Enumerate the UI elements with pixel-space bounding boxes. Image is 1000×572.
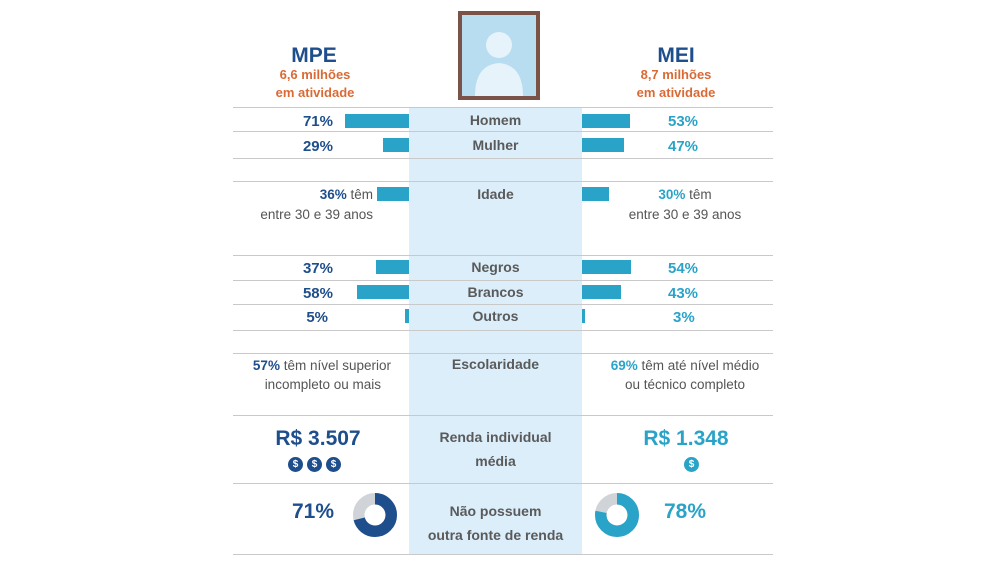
mpe-donut-track [353, 493, 397, 537]
divider [233, 131, 773, 132]
mei-mulher-pct: 47% [668, 138, 699, 155]
label-escolaridade: Escolaridade [451, 356, 540, 372]
mei-idade-line1: 30% têm [620, 188, 750, 202]
mpe-fonte-pct: 71% [291, 500, 335, 523]
label-mulher: Mulher [472, 137, 519, 153]
mei-donut-value [595, 493, 639, 537]
mei-subtitle-line2: em atividade [636, 85, 716, 100]
mpe-idade-pct: 36% [319, 187, 347, 202]
divider [233, 415, 773, 416]
mpe-title: MPE [291, 44, 337, 67]
divider [233, 255, 773, 256]
mpe-bar-homem [345, 114, 409, 128]
mpe-escolaridade-line2: incompleto ou mais [264, 377, 381, 392]
mei-bar-outros [582, 309, 585, 323]
divider [233, 483, 773, 484]
label-idade: Idade [477, 186, 514, 202]
mpe-homem-pct: 71% [302, 113, 333, 130]
mei-bar-homem [582, 114, 630, 128]
mei-fonte-pct: 78% [663, 500, 707, 523]
mpe-escolaridade-suffix: têm nível superior [279, 358, 391, 373]
mpe-negros-pct: 37% [302, 260, 333, 277]
mei-bar-brancos [582, 285, 621, 299]
mpe-outros-pct: 5% [306, 309, 328, 326]
label-negros: Negros [471, 259, 520, 275]
mei-dollar-coin-icon: $ [684, 457, 699, 472]
divider [233, 330, 773, 331]
mpe-brancos-pct: 58% [302, 285, 333, 302]
mpe-bar-idade [376, 187, 409, 201]
divider [233, 554, 773, 555]
mpe-subtitle-line1: 6,6 milhões [279, 67, 351, 82]
divider [233, 304, 773, 305]
mei-idade-line2: entre 30 e 39 anos [628, 207, 742, 222]
mpe-bar-brancos [356, 285, 409, 299]
mei-renda-value: R$ 1.348 [643, 427, 729, 450]
mpe-idade-line2: entre 30 e 39 anos [260, 207, 373, 222]
mpe-mulher-pct: 29% [302, 138, 333, 155]
mpe-dollar-coin-icon: $ [326, 457, 341, 472]
mei-idade-pct: 30% [658, 187, 686, 202]
label-brancos: Brancos [467, 284, 524, 300]
mpe-escolaridade-pct: 57% [252, 358, 280, 373]
label-outros: Outros [472, 308, 519, 324]
mei-bar-negros [582, 260, 631, 274]
label-fonte-line2: outra fonte de renda [427, 527, 564, 543]
mpe-idade-line1: 36% têm [233, 188, 373, 202]
mpe-idade-suffix: têm [346, 187, 373, 202]
mpe-dollar-coin-icon: $ [288, 457, 303, 472]
divider [233, 107, 773, 108]
label-renda-line2: média [475, 453, 516, 469]
mei-escolaridade-line2: ou técnico completo [624, 377, 746, 392]
mpe-bar-outros [404, 309, 409, 323]
mei-title: MEI [657, 44, 695, 67]
mei-bar-mulher [582, 138, 625, 152]
divider [233, 181, 773, 182]
mpe-subtitle-line2: em atividade [275, 85, 355, 100]
mei-subtitle-line1: 8,7 milhões [640, 67, 712, 82]
divider [233, 280, 773, 281]
mei-donut-track [595, 493, 639, 537]
mei-escolaridade-line1: 69% têm até nível médio [600, 359, 770, 373]
mei-negros-pct: 54% [668, 260, 699, 277]
mpe-donut-value [353, 493, 397, 537]
label-fonte-line1: Não possuem [449, 503, 542, 519]
label-renda-line1: Renda individual [439, 429, 552, 445]
mei-outros-pct: 3% [673, 309, 695, 326]
mpe-bar-negros [375, 260, 409, 274]
divider [233, 158, 773, 159]
mei-brancos-pct: 43% [668, 285, 699, 302]
person-portrait-icon [458, 11, 540, 100]
divider [233, 353, 773, 354]
mpe-dollar-coin-icon: $ [307, 457, 322, 472]
mei-escolaridade-pct: 69% [610, 358, 638, 373]
label-homem: Homem [469, 112, 522, 128]
mei-escolaridade-suffix: têm até nível médio [637, 358, 760, 373]
mpe-renda-value: R$ 3.507 [275, 427, 361, 450]
mei-bar-idade [582, 187, 609, 201]
mpe-bar-mulher [382, 138, 409, 152]
mei-homem-pct: 53% [668, 113, 699, 130]
mpe-escolaridade-line1: 57% têm nível superior [233, 359, 391, 373]
mei-idade-suffix: têm [685, 187, 712, 202]
